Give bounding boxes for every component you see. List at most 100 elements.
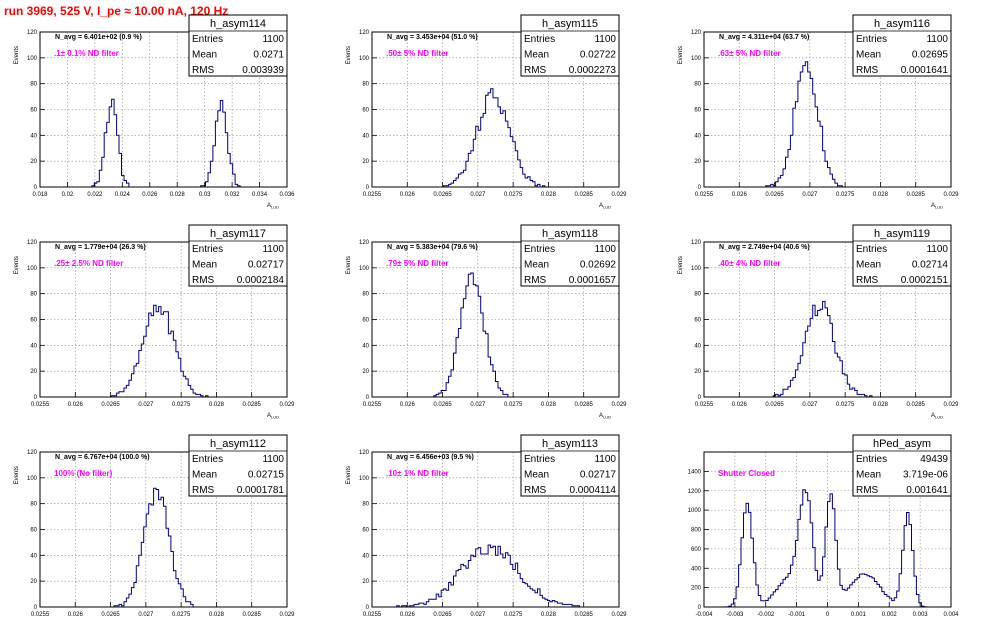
stats-title: h_asym113 [542, 438, 598, 450]
stats-label: Entries [524, 454, 555, 465]
y-tick-label: 400 [691, 566, 702, 572]
y-tick-label: 20 [362, 369, 369, 375]
y-tick-label: 20 [30, 369, 37, 375]
stats-value: 0.02692 [580, 260, 617, 271]
x-axis-label: ALUD [931, 413, 943, 420]
histogram-panel-h_asym113: 0.0255 0.026 0.0265 0.027 0.0275 0.028 0.0285 0… [346, 434, 627, 618]
x-axis-label: ALUD [599, 203, 611, 210]
filter-label: .40± 4% ND filter [718, 259, 781, 268]
y-tick-label: 0 [34, 395, 38, 401]
stats-label: RMS [856, 65, 879, 76]
stats-value: 1100 [262, 34, 284, 45]
x-axis-label-subscript: LUD [935, 415, 943, 420]
filter-label: Shutter Closed [718, 469, 775, 478]
y-tick-label: 60 [30, 318, 37, 324]
x-tick-label: 0.0275 [504, 612, 523, 618]
x-tick-label: 0.029 [611, 402, 627, 408]
y-tick-label: 0 [366, 185, 370, 191]
plot-frame [371, 31, 620, 188]
y-tick-label: 100 [691, 56, 702, 62]
navg-label: N_avg = 5.383e+04 (79.6 %) [387, 244, 478, 251]
stats-label: Entries [192, 244, 223, 255]
x-tick-label: 0.027 [470, 402, 486, 408]
stats-value: 0.02722 [580, 50, 617, 61]
stats-value: 1100 [594, 244, 616, 255]
y-tick-label: 40 [694, 133, 701, 139]
x-tick-label: 0.0285 [575, 402, 594, 408]
stats-title: h_asym112 [210, 438, 266, 450]
y-axis-label: Events [14, 46, 20, 64]
x-tick-label: -0.004 [695, 612, 713, 618]
histogram-line [372, 272, 619, 398]
x-tick-label: 0.036 [279, 192, 295, 198]
stats-value: 0.0002273 [569, 65, 617, 76]
stats-value: 1100 [594, 454, 616, 465]
x-tick-label: 0.0285 [907, 192, 926, 198]
stats-label: RMS [192, 65, 215, 76]
stats-label: Entries [524, 244, 555, 255]
x-tick-label: 0.0285 [575, 192, 594, 198]
x-tick-label: 0.0285 [907, 402, 926, 408]
y-tick-label: 120 [691, 240, 702, 246]
stats-box [852, 224, 952, 287]
stats-value: 0.0271 [253, 50, 284, 61]
x-tick-label: 0.029 [611, 192, 627, 198]
x-tick-label: 0.0265 [433, 612, 452, 618]
x-axis-label: ALUD [599, 413, 611, 420]
stats-title: h_asym119 [874, 228, 930, 240]
x-tick-label: 0.0285 [575, 612, 594, 618]
filter-label: 100% (No filter) [54, 469, 113, 478]
plot-frame [703, 31, 952, 188]
stats-label: Entries [856, 454, 887, 465]
x-tick-label: 0.0255 [695, 402, 714, 408]
y-tick-label: 60 [694, 108, 701, 114]
x-tick-label: 0.028 [873, 402, 889, 408]
stats-title: hPed_asym [873, 438, 931, 450]
stats-value: 0.0002151 [901, 275, 949, 286]
histogram-panel-h_asym115: 0.0255 0.026 0.0265 0.027 0.0275 0.028 0.0285 0… [346, 14, 627, 210]
x-tick-label: 0.028 [873, 192, 889, 198]
y-tick-label: 0 [698, 395, 702, 401]
x-tick-label: 0.004 [943, 612, 959, 618]
stats-value: 1100 [926, 244, 948, 255]
y-tick-label: 20 [362, 159, 369, 165]
stats-box [520, 224, 620, 287]
stats-value: 0.0001657 [569, 275, 617, 286]
navg-label: N_avg = 3.453e+04 (51.0 %) [387, 34, 478, 41]
plot-frame [39, 31, 288, 188]
histogram-line [40, 487, 287, 608]
x-tick-label: 0.026 [142, 192, 158, 198]
stats-value: 0.02715 [248, 470, 285, 481]
stats-title: h_asym118 [542, 228, 598, 240]
x-axis-label: ALUD [931, 203, 943, 210]
y-tick-label: 800 [691, 528, 702, 534]
x-tick-label: 0.029 [943, 402, 959, 408]
histogram-line [704, 300, 951, 398]
y-tick-label: 20 [694, 369, 701, 375]
plot-frame [703, 451, 952, 608]
stats-value: 0.02717 [248, 260, 285, 271]
x-tick-label: 0.026 [732, 192, 748, 198]
x-tick-label: 0.022 [87, 192, 103, 198]
filter-label: .10± 1% ND filter [386, 469, 449, 478]
plot-frame [39, 451, 288, 608]
x-tick-label: 0.0275 [172, 402, 191, 408]
stats-label: Mean [524, 260, 549, 271]
histogram-panel-h_asym114: 0.018 0.02 0.022 0.024 0.026 0.028 0.03 0.032 0.… [14, 14, 295, 210]
y-tick-label: 80 [694, 82, 701, 88]
x-tick-label: 0 [826, 612, 830, 618]
y-tick-label: 80 [362, 82, 369, 88]
x-axis-label-subscript: LUD [935, 205, 943, 210]
stats-value: 0.0004114 [569, 485, 616, 496]
y-tick-label: 120 [691, 30, 702, 36]
stats-box [852, 14, 952, 77]
y-tick-label: 60 [30, 528, 37, 534]
x-tick-label: 0.0275 [836, 192, 855, 198]
stats-box [520, 14, 620, 77]
stats-value: 0.02714 [912, 260, 949, 271]
x-tick-label: 0.026 [400, 192, 416, 198]
y-tick-label: 40 [30, 133, 37, 139]
y-tick-label: 100 [359, 476, 370, 482]
y-tick-label: 40 [362, 133, 369, 139]
